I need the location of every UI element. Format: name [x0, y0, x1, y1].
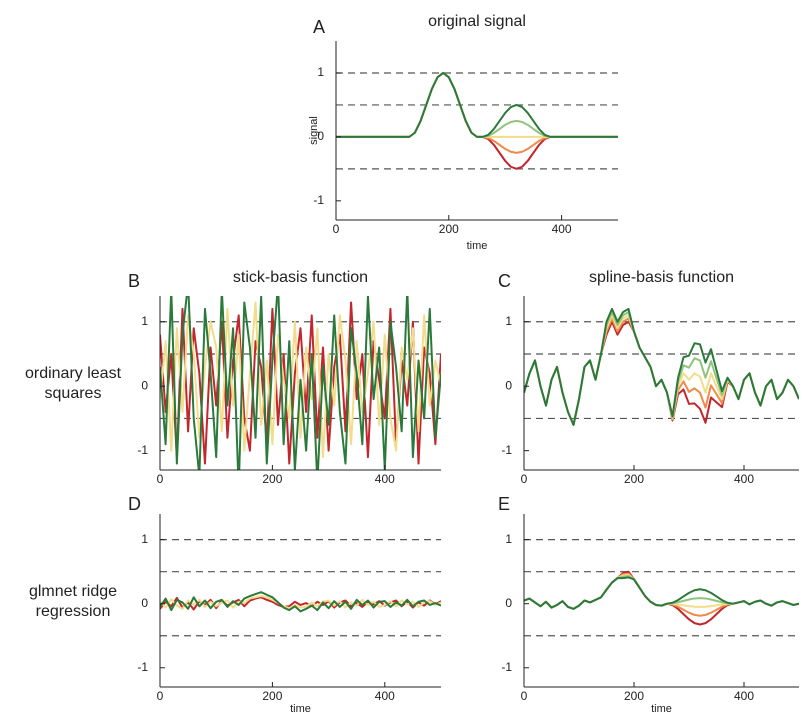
y-tick-label: 0: [141, 596, 148, 610]
signal-line: [524, 317, 799, 426]
signal-line: [524, 307, 799, 426]
signal-line: [524, 320, 799, 426]
y-tick-label: -1: [501, 660, 512, 674]
row-label: glmnet ridge regression: [28, 583, 118, 620]
y-tick-label: -1: [501, 443, 512, 457]
x-tick-label: 200: [439, 222, 459, 236]
y-tick-label: 1: [317, 65, 324, 79]
signal-line: [336, 71, 618, 138]
x-tick-label: 0: [157, 689, 164, 703]
y-tick-label: 1: [505, 532, 512, 546]
signal-line: [524, 576, 799, 610]
signal-line: [524, 314, 799, 426]
signal-line: [160, 301, 441, 459]
y-tick-label: 1: [141, 532, 148, 546]
y-tick-label: 0: [505, 378, 512, 392]
signal-line: [336, 71, 618, 170]
y-axis-label: signal: [308, 116, 320, 145]
x-tick-label: 200: [262, 472, 282, 486]
x-axis-label: time: [651, 703, 672, 715]
signal-line: [160, 301, 441, 465]
x-tick-label: 400: [552, 222, 572, 236]
y-tick-label: -1: [137, 443, 148, 457]
x-axis-label: time: [290, 703, 311, 715]
x-tick-label: 400: [375, 472, 395, 486]
signal-line: [524, 572, 799, 617]
panel-title: stick-basis function: [233, 269, 368, 286]
signal-line: [336, 71, 618, 154]
signal-line: [160, 591, 441, 613]
y-tick-label: 0: [317, 129, 324, 143]
x-tick-label: 400: [734, 689, 754, 703]
y-tick-label: -1: [313, 193, 324, 207]
x-tick-label: 0: [521, 472, 528, 486]
x-axis-label: time: [467, 240, 488, 252]
panel-label: B: [128, 271, 140, 291]
y-tick-label: 0: [141, 378, 148, 392]
y-tick-label: 1: [505, 314, 512, 328]
x-tick-label: 0: [333, 222, 340, 236]
x-tick-label: 0: [157, 472, 164, 486]
x-tick-label: 200: [262, 689, 282, 703]
signal-line: [524, 311, 799, 426]
row-label: ordinary least squares: [24, 365, 122, 402]
panel-label: A: [313, 17, 325, 37]
panel-label: E: [498, 494, 510, 514]
x-tick-label: 200: [624, 689, 644, 703]
panel-title: original signal: [428, 13, 526, 30]
signal-line: [160, 296, 441, 470]
panel-label: C: [498, 271, 511, 291]
x-tick-label: 0: [521, 689, 528, 703]
panel-title: spline-basis function: [589, 269, 734, 286]
y-tick-label: 0: [505, 596, 512, 610]
x-tick-label: 400: [734, 472, 754, 486]
y-tick-label: -1: [137, 660, 148, 674]
x-tick-label: 400: [375, 689, 395, 703]
signal-line: [524, 570, 799, 626]
panel-label: D: [128, 494, 141, 514]
x-tick-label: 200: [624, 472, 644, 486]
y-tick-label: 1: [141, 314, 148, 328]
